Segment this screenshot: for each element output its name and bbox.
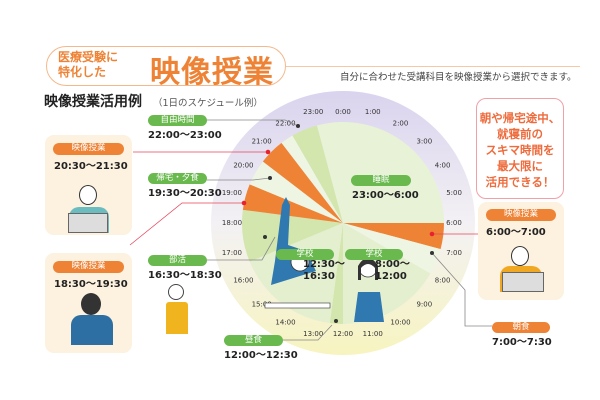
- sleep-time: 23:00～6:00: [352, 190, 419, 201]
- hour-label: 18:00: [222, 219, 242, 227]
- hour-label: 0:00: [335, 108, 351, 116]
- hour-label: 8:00: [435, 277, 451, 285]
- video-morning-card: 映像授業 6:00～7:00: [478, 202, 564, 300]
- free-time-time: 22:00～23:00: [148, 130, 222, 141]
- school-pm-time: 12:30～ 16:30: [303, 259, 345, 282]
- wedge-activity: [242, 209, 343, 262]
- hour-label: 3:00: [416, 138, 432, 146]
- header-tagline: 医療受験に 特化した: [58, 50, 119, 79]
- school-am-time: 8:00～ 12:00: [375, 259, 410, 282]
- laptop-icon: [502, 272, 544, 292]
- hour-label: 14:00: [275, 319, 295, 327]
- wedge-activity: [292, 125, 343, 223]
- hour-label: 7:00: [446, 249, 462, 257]
- hour-label: 16:00: [233, 277, 253, 285]
- dinner-time: 19:30～20:30: [148, 188, 222, 199]
- leader-dots: [241, 124, 435, 323]
- video-evening-card: 映像授業 18:30～19:30: [45, 253, 132, 353]
- header-subtitle: 自分に合わせた受講科目を映像授業から選択できます。: [340, 72, 577, 83]
- hour-label: 1:00: [365, 108, 381, 116]
- lunch-time: 12:00～12:30: [224, 350, 298, 361]
- hour-label: 10:00: [390, 319, 410, 327]
- hour-label: 5:00: [446, 189, 462, 197]
- hour-label: 17:00: [222, 249, 242, 257]
- hour-label: 11:00: [363, 330, 383, 338]
- school-pm-label: 学校: [276, 249, 334, 260]
- video-morning-label: 映像授業: [486, 209, 556, 221]
- school-am-label: 学校: [345, 249, 403, 260]
- wedge-sleep: [316, 122, 444, 223]
- hour-label: 12:00: [333, 330, 353, 338]
- dinner-label: 帰宅・夕食: [148, 173, 207, 184]
- header-badge: [46, 46, 286, 86]
- video-evening-time: 18:30～19:30: [54, 279, 128, 290]
- club-illustration: [150, 282, 198, 336]
- club-label: 部活: [148, 255, 207, 266]
- hour-label: 22:00: [275, 119, 295, 127]
- video-morning-time: 6:00～7:00: [486, 227, 546, 238]
- divider: [286, 66, 580, 67]
- wedge-gap: [249, 161, 343, 223]
- wedge-video: [343, 223, 445, 250]
- callout-box: 朝や帰宅途中、 就寝前の スキマ時間を 最大限に 活用できる！: [476, 98, 564, 199]
- wedge-gap: [281, 135, 343, 223]
- leader-lines: [129, 119, 492, 341]
- club-time: 16:30～18:30: [148, 270, 222, 281]
- page-title: 映像授業: [150, 55, 274, 90]
- hour-label: 21:00: [252, 138, 272, 146]
- hour-label: 23:00: [303, 108, 323, 116]
- hour-label: 13:00: [303, 330, 323, 338]
- sleep-label: 睡眠: [351, 175, 411, 186]
- hour-label: 20:00: [233, 162, 253, 170]
- video-night-label: 映像授業: [53, 143, 124, 155]
- hour-label: 15:00: [252, 300, 272, 308]
- wedge-activity: [329, 223, 343, 324]
- wedge-video: [242, 184, 343, 223]
- hour-label: 2:00: [393, 119, 409, 127]
- hour-label: 4:00: [435, 162, 451, 170]
- breakfast-time: 7:00～7:30: [492, 337, 552, 348]
- free-time-label: 自由時間: [148, 115, 207, 126]
- person-illustration: [81, 293, 101, 315]
- hour-label: 9:00: [416, 300, 432, 308]
- lunch-label: 昼食: [224, 335, 283, 346]
- breakfast-label: 朝食: [492, 322, 550, 333]
- video-night-time: 20:30～21:30: [54, 161, 128, 172]
- hour-label: 6:00: [446, 219, 462, 227]
- wedge-video: [262, 142, 343, 223]
- video-night-card: 映像授業 20:30～21:30: [45, 135, 132, 235]
- wedge-gap: [343, 223, 441, 274]
- section-subtitle: （1日のスケジュール例）: [153, 98, 263, 109]
- laptop-icon: [68, 213, 108, 233]
- video-evening-label: 映像授業: [53, 261, 124, 273]
- section-title: 映像授業活用例: [44, 94, 142, 110]
- hour-label: 19:00: [222, 189, 242, 197]
